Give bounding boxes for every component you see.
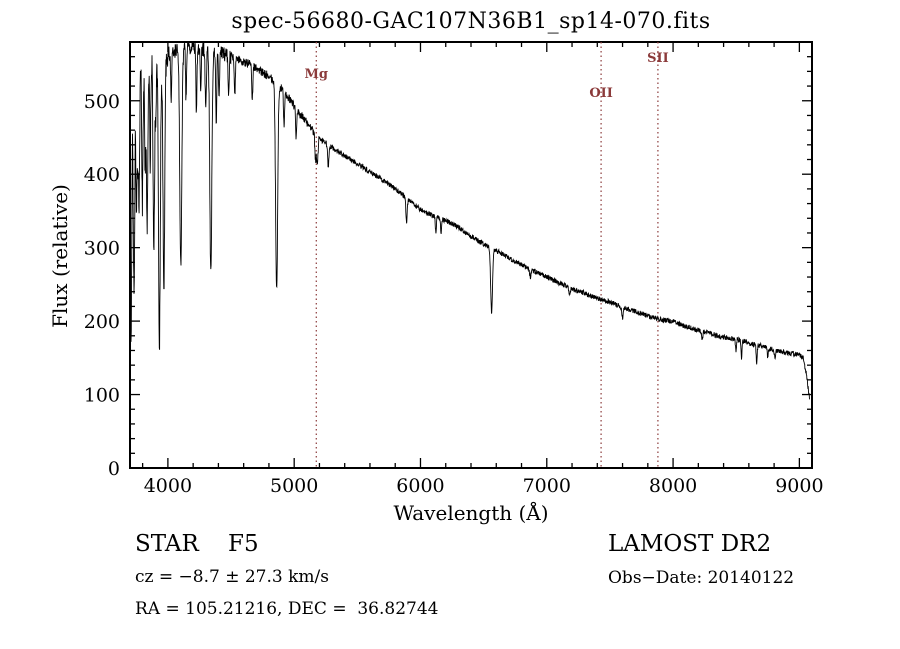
svg-text:SII: SII [647, 51, 669, 66]
svg-text:400: 400 [84, 164, 120, 186]
x-axis-label: Wavelength (Å) [393, 501, 549, 525]
plot-title: spec-56680-GAC107N36B1_sp14-070.fits [231, 9, 711, 34]
obs-date-text: Obs−Date: 20140122 [608, 568, 795, 588]
svg-text:9000: 9000 [775, 475, 823, 497]
svg-text:Mg: Mg [305, 67, 328, 82]
survey-release-text: LAMOST DR2 [608, 531, 772, 557]
svg-text:8000: 8000 [649, 475, 697, 497]
radial-velocity-text: cz = −8.7 ± 27.3 km/s [135, 567, 329, 587]
object-class-text: STAR F5 [135, 531, 259, 557]
svg-text:0: 0 [108, 458, 120, 480]
svg-text:500: 500 [84, 91, 120, 113]
svg-text:7000: 7000 [523, 475, 571, 497]
svg-text:100: 100 [84, 385, 120, 407]
svg-text:4000: 4000 [144, 475, 192, 497]
svg-text:300: 300 [84, 238, 120, 260]
svg-text:6000: 6000 [396, 475, 444, 497]
y-axis-label: Flux (relative) [48, 184, 72, 328]
svg-text:200: 200 [84, 311, 120, 333]
svg-text:OII: OII [589, 86, 613, 101]
ra-dec-text: RA = 105.21216, DEC = 36.82744 [135, 599, 439, 619]
svg-text:5000: 5000 [270, 475, 318, 497]
